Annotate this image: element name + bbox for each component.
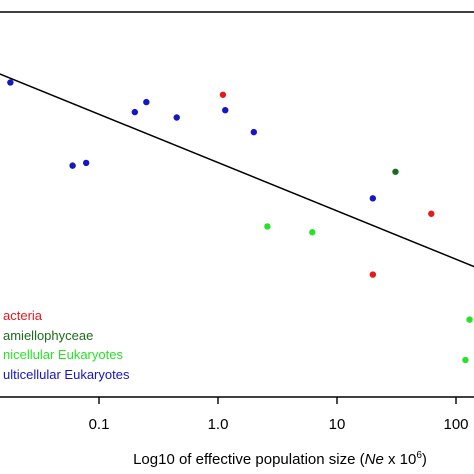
point-unicellular-eukaryotes [462,356,469,364]
plot-frame [0,11,474,398]
x-axis-title: Log10 of effective population size (Ne x… [133,450,427,468]
legend-label: nicellular Eukaryotes [3,347,123,362]
point-stramiellophyceae [392,168,399,175]
point-multicellular-eukaryotes [173,114,180,121]
x-axis-title-prefix: Log10 of effective population size ( [133,451,365,468]
point-bacteria [219,91,227,98]
point-bacteria [428,210,435,217]
point-multicellular-eukaryotes [82,159,90,167]
legend-label: amiellophyceae [3,328,93,343]
x-tick-label: 1.0 [208,416,229,433]
x-axis-title-mid: x 10 [384,451,417,468]
x-tick-label: 0.1 [89,416,110,433]
regression-line-group [0,73,474,268]
point-unicellular-eukaryotes [309,229,316,236]
point-multicellular-eukaryotes [143,98,150,106]
legend-label: ulticellular Eukaryotes [3,367,130,382]
point-multicellular-eukaryotes [131,108,139,116]
point-unicellular-eukaryotes [264,223,271,230]
x-axis-title-suffix: ) [422,451,427,468]
point-multicellular-eukaryotes [250,128,258,136]
x-tick-label: 10 [329,416,346,433]
point-multicellular-eukaryotes [69,162,76,169]
legend: acteria amiellophyceae nicellular Eukaryot… [3,308,130,382]
point-multicellular-eukaryotes [369,195,377,202]
point-multicellular-eukaryotes [222,106,229,114]
regression-line [0,73,474,268]
x-axis-title-italic: Ne [365,451,384,468]
legend-label: acteria [3,308,43,323]
x-axis-title-superscript: 6 [416,450,422,461]
point-unicellular-eukaryotes [466,316,473,323]
data-points [7,79,473,364]
x-tick-label: 100 [443,416,468,433]
point-bacteria [369,271,377,278]
point-multicellular-eukaryotes [7,79,14,86]
